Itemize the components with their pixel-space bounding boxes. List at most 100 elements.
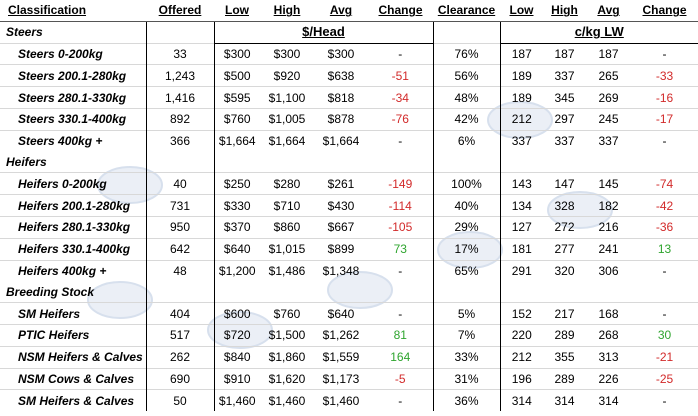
cell-avg: $640 — [314, 302, 368, 325]
cell-low2: 127 — [500, 215, 543, 239]
cell-change: -76 — [368, 107, 433, 131]
cell-change2: 13 — [631, 237, 698, 261]
cell-change: - — [368, 129, 433, 152]
row-label: Heifers 330.1-400kg — [0, 237, 146, 261]
cell-low2: 187 — [500, 42, 543, 65]
cell-low2: 189 — [500, 64, 543, 87]
section-spacer — [433, 152, 500, 173]
section-spacer — [586, 281, 631, 302]
section-spacer — [586, 152, 631, 173]
row-label: SM Heifers — [0, 302, 146, 325]
cell-high2: 297 — [543, 107, 586, 131]
cell-change: -5 — [368, 367, 433, 390]
cell-high: $1,015 — [260, 237, 314, 261]
cell-avg2: 268 — [586, 323, 631, 347]
row-label: SM Heifers & Calves — [0, 389, 146, 412]
cell-change: -105 — [368, 215, 433, 239]
cell-high: $1,664 — [260, 129, 314, 152]
cell-low: $1,664 — [214, 129, 260, 152]
section-spacer — [499, 151, 543, 173]
section-spacer — [432, 21, 500, 44]
cell-avg: $667 — [314, 215, 368, 239]
cell-avg2: 168 — [586, 302, 631, 325]
cell-low2: 152 — [500, 302, 543, 325]
cell-high: $1,500 — [260, 323, 314, 347]
section-spacer — [145, 151, 215, 173]
cell-avg2: 226 — [586, 367, 631, 390]
cell-low: $1,200 — [214, 259, 260, 282]
table-row: Steers 0-200kg 33 $300 $300 $300-76% 187 187 18… — [0, 42, 698, 65]
cell-high: $300 — [260, 42, 314, 65]
cell-high2: 314 — [543, 389, 586, 412]
cell-high: $760 — [260, 302, 314, 325]
cell-offered: 1,416 — [145, 86, 215, 109]
cell-offered: 48 — [145, 259, 215, 282]
table-row: Steers 200.1-280kg 1,243 $500 $920 $638 -51 56… — [0, 64, 698, 87]
row-label: Steers 200.1-280kg — [0, 64, 146, 87]
table-row: Heifers 330.1-400kg 642 $640 $1,015 $899 73 17… — [0, 237, 698, 261]
cell-high: $1,005 — [260, 107, 314, 131]
cell-clearance: 76% — [432, 42, 501, 65]
cell-avg2: 337 — [586, 129, 631, 152]
cell-change2: -25 — [631, 367, 698, 390]
section-spacer — [260, 281, 314, 302]
cell-avg: $899 — [314, 237, 368, 261]
cell-change2: -36 — [631, 215, 698, 239]
row-label: Heifers 200.1-280kg — [0, 194, 146, 217]
col-low: Low — [214, 0, 260, 22]
cell-offered: 50 — [145, 389, 215, 412]
section-title: Heifers — [6, 154, 47, 169]
cell-avg2: 187 — [586, 42, 631, 65]
cell-change2: - — [631, 129, 698, 152]
row-label: NSM Cows & Calves — [0, 367, 146, 390]
cell-clearance: 100% — [432, 172, 501, 195]
cell-avg: $261 — [314, 172, 368, 195]
col-low-lw: Low — [500, 0, 543, 22]
cell-change2: -17 — [631, 107, 698, 131]
cell-high: $710 — [260, 194, 314, 217]
cell-low: $500 — [214, 64, 260, 87]
section-spacer — [543, 152, 586, 173]
col-offered: Offered — [146, 0, 214, 22]
cell-avg2: 216 — [586, 215, 631, 239]
cell-high: $860 — [260, 215, 314, 239]
table-row: Steers 280.1-330kg 1,416 $595 $1,100 $818 -34… — [0, 86, 698, 109]
cell-avg2: 313 — [586, 345, 631, 369]
cell-high2: 289 — [543, 367, 586, 390]
cell-change2: -33 — [631, 64, 698, 87]
cell-change2: - — [631, 42, 698, 65]
cell-high2: 147 — [543, 172, 586, 195]
cell-offered: 366 — [145, 129, 215, 152]
cell-change: - — [368, 302, 433, 325]
cell-high: $920 — [260, 64, 314, 87]
table-row: SM Heifers & Calves 50 $1,460 $1,460 $1,460-… — [0, 389, 698, 412]
col-clearance: Clearance — [433, 0, 500, 22]
cell-change2: - — [631, 302, 698, 325]
section-spacer — [368, 281, 434, 303]
section-spacer — [631, 152, 698, 173]
table-row: Steers 400kg +366 $1,664 $1,664 $1,664-6% 33… — [0, 129, 698, 152]
cell-avg: $1,173 — [314, 367, 368, 390]
cell-avg: $1,664 — [314, 129, 368, 152]
cell-low: $910 — [214, 367, 260, 390]
cell-avg2: 182 — [586, 194, 631, 217]
cell-avg: $1,262 — [314, 323, 368, 347]
cell-avg: $1,559 — [314, 345, 368, 369]
cell-change2: -16 — [631, 86, 698, 109]
cell-low: $840 — [214, 345, 260, 369]
cell-offered: 262 — [145, 345, 215, 369]
section-title: Steers — [6, 25, 43, 40]
cell-low: $595 — [214, 86, 260, 109]
cell-change2: -42 — [631, 194, 698, 217]
row-label: Steers 400kg + — [0, 129, 146, 152]
cell-offered: 642 — [145, 237, 215, 261]
cell-clearance: 29% — [432, 215, 501, 239]
cell-low: $760 — [214, 107, 260, 131]
cell-low2: 212 — [500, 107, 543, 131]
cell-low: $370 — [214, 215, 260, 239]
table-row: Heifers 0-200kg 40 $250 $280 $261 -149 100% 143… — [0, 172, 698, 195]
cell-high: $1,486 — [260, 259, 314, 282]
cell-high2: 337 — [543, 64, 586, 87]
